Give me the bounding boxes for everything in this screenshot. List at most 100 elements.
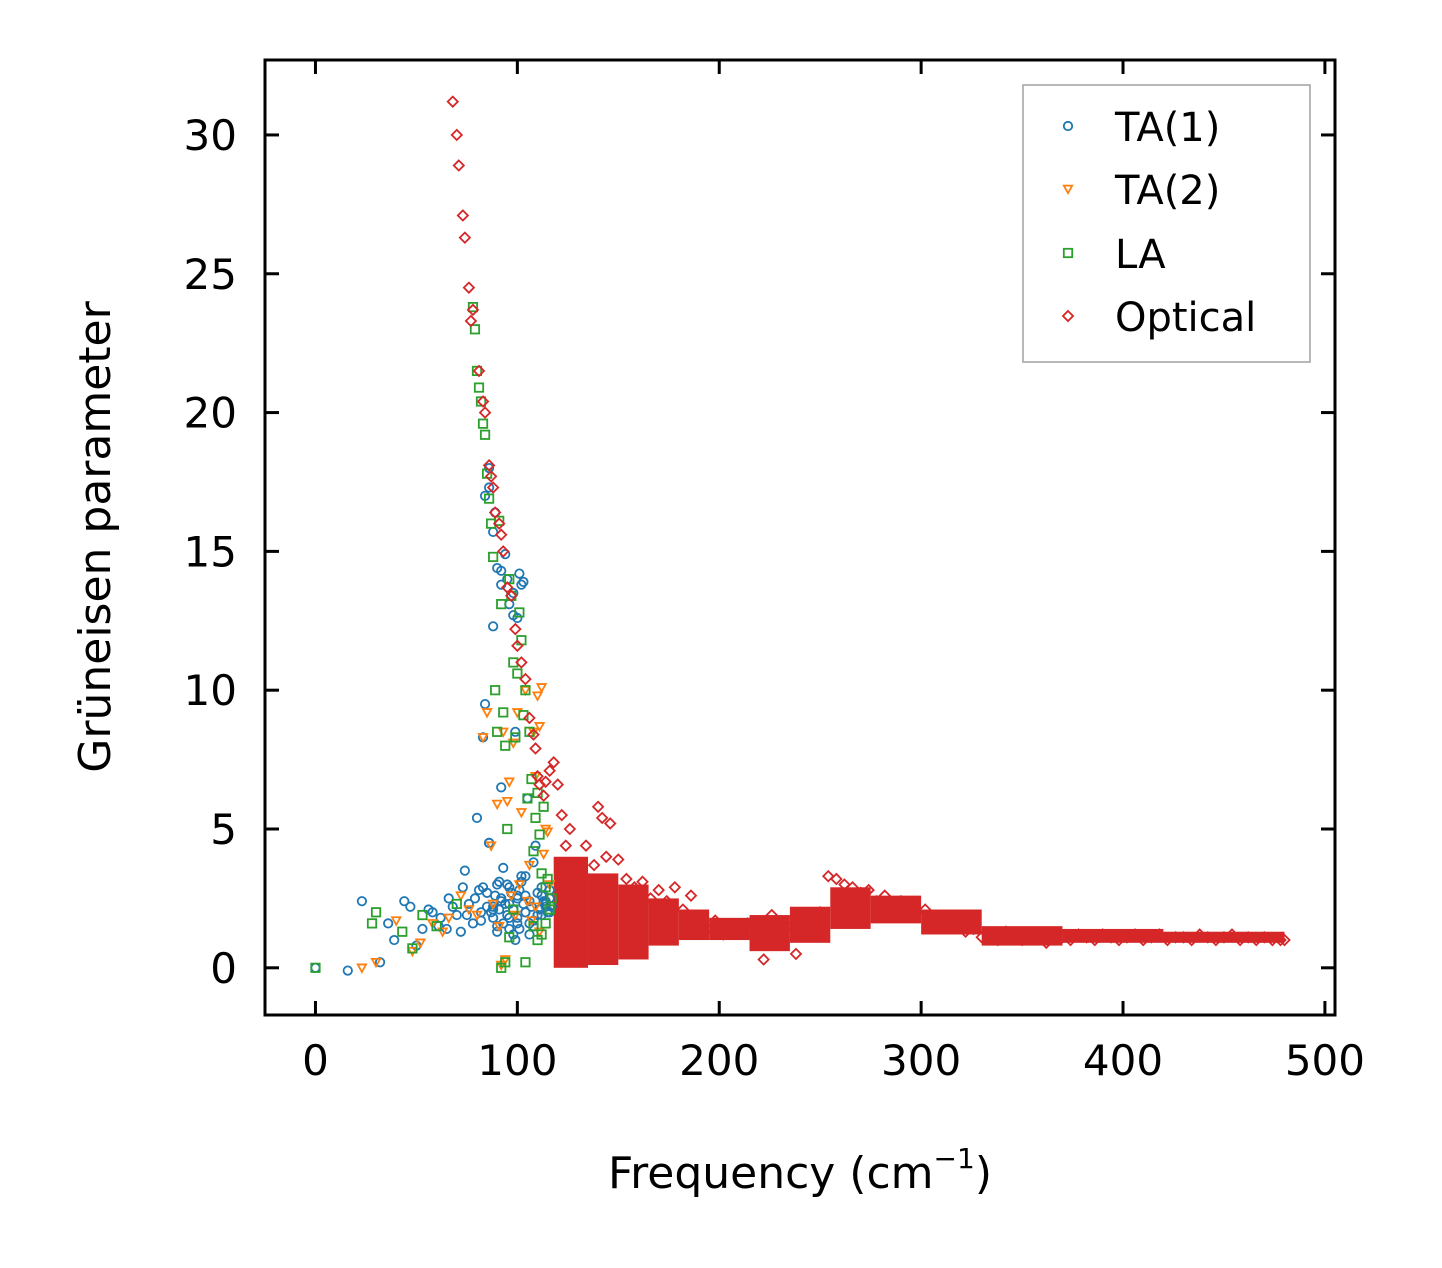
la-point: [494, 515, 505, 526]
x-tick-label: 500: [1285, 1036, 1365, 1085]
legend-marker-optical: [1061, 309, 1075, 323]
optical-point: [967, 922, 980, 936]
optical-point: [1096, 928, 1110, 941]
optical-point: [660, 894, 674, 908]
y-tick-label: 5: [210, 805, 237, 854]
optical-point: [902, 900, 916, 914]
la-point: [510, 732, 521, 743]
la-point: [528, 846, 539, 857]
optical-point: [935, 914, 948, 927]
la-point: [500, 740, 511, 751]
optical-point: [1056, 930, 1069, 944]
optical-point: [1007, 930, 1021, 944]
ta-1-point: [383, 918, 394, 929]
ta-2-point: [541, 827, 554, 838]
optical-point: [1193, 928, 1207, 941]
la-point: [467, 301, 479, 313]
legend-label-optical: Optical: [1115, 295, 1256, 341]
la-point: [538, 801, 549, 812]
y-axis-label: Grüneisen parameter: [70, 300, 121, 772]
x-axis-label-main: Frequency (cm: [608, 1148, 934, 1199]
la-point: [534, 829, 545, 840]
optical-point: [462, 281, 476, 294]
ta-1-point: [532, 909, 543, 921]
optical-point: [652, 883, 665, 897]
optical-point: [575, 930, 589, 944]
data-points-layer: [310, 95, 1291, 976]
ta-1-point: [488, 912, 499, 923]
ta-2-point: [455, 891, 467, 902]
ta-1-point: [488, 621, 499, 632]
ta-2-point: [505, 891, 518, 902]
optical-point: [765, 908, 779, 922]
ta-1-point: [471, 812, 483, 823]
legend-markers: [1061, 120, 1075, 323]
optical-point: [611, 853, 625, 866]
la-point: [370, 907, 382, 918]
ta-1-point: [481, 887, 493, 898]
optical-point: [603, 817, 617, 830]
optical-point: [628, 880, 641, 894]
optical-point: [599, 850, 613, 864]
optical-point: [1064, 933, 1077, 947]
legend-marker-ta-2: [1062, 184, 1074, 196]
optical-point: [539, 775, 552, 789]
optical-point: [547, 756, 561, 769]
optical-point: [500, 581, 514, 594]
ta-1-point: [512, 612, 523, 624]
optical-point: [476, 395, 490, 408]
ta-1-point: [488, 901, 499, 912]
optical-point: [918, 903, 932, 916]
la-point: [536, 868, 547, 879]
optical-point: [636, 875, 649, 889]
ta-2-point: [515, 808, 528, 819]
ta-1-point: [443, 893, 454, 904]
la-point: [496, 599, 507, 610]
optical-point: [830, 872, 843, 886]
optical-point: [1241, 930, 1255, 944]
optical-point: [478, 406, 492, 419]
series-la: [310, 301, 557, 973]
optical-point: [1015, 933, 1029, 947]
optical-point: [583, 883, 597, 897]
optical-point: [1185, 933, 1198, 947]
ta-1-point: [417, 923, 428, 935]
ta-1-point: [483, 482, 495, 493]
la-point: [512, 668, 523, 679]
ta-2-point: [370, 957, 382, 969]
y-tick-label: 20: [184, 389, 237, 438]
la-point: [498, 707, 509, 718]
y-tick-label: 30: [184, 111, 237, 160]
ta-2-point: [477, 733, 489, 744]
optical-point: [450, 128, 464, 142]
optical-point: [509, 622, 522, 636]
la-point: [488, 551, 499, 563]
optical-point: [567, 864, 581, 877]
optical-point: [733, 925, 746, 939]
ta-2-point: [356, 963, 368, 974]
la-point: [451, 898, 462, 910]
optical-point: [797, 911, 811, 925]
optical-point: [1201, 930, 1215, 944]
optical-point: [464, 314, 478, 328]
la-point: [500, 957, 511, 968]
optical-point: [668, 880, 682, 894]
ta-2-point: [499, 955, 511, 966]
optical-band-0: [553, 856, 589, 968]
optical-point: [494, 528, 508, 542]
la-point: [479, 429, 491, 440]
la-point: [508, 904, 519, 915]
optical-point: [1080, 930, 1093, 944]
optical-point: [749, 930, 762, 944]
x-tick-label: 200: [679, 1036, 759, 1085]
optical-point: [708, 914, 722, 927]
optical-point: [991, 933, 1005, 947]
ta-1-point: [498, 862, 509, 873]
optical-point: [870, 894, 884, 908]
optical-point: [846, 880, 859, 894]
ta-2-point: [485, 841, 497, 852]
optical-point: [805, 925, 819, 939]
optical-point: [1104, 930, 1118, 944]
ta-2-point: [414, 938, 427, 949]
la-point: [366, 918, 378, 929]
